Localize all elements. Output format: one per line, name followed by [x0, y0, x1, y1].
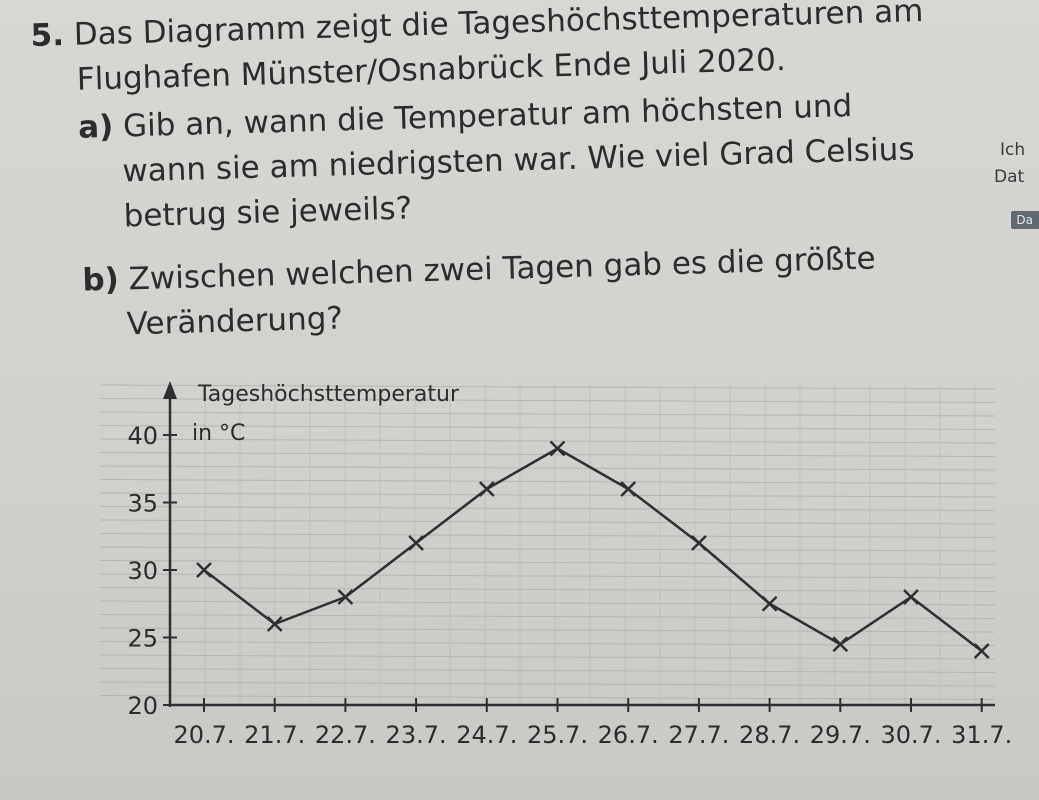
margin-badge: Da [1011, 211, 1039, 229]
grid-line-h [99, 668, 996, 673]
grid-line-h [99, 654, 996, 660]
grid-line-h [99, 641, 996, 646]
y-tick-label: 40 [127, 422, 158, 450]
x-tick-label: 26.7. [598, 721, 659, 749]
y-axis-unit: in °C [192, 421, 245, 446]
marker-stroke [408, 535, 424, 551]
marker-stroke [691, 535, 707, 551]
grid-line-h [99, 411, 996, 417]
marker-stroke [337, 589, 354, 605]
grid-line-h [99, 695, 996, 700]
grid-line-h [99, 600, 996, 606]
grid-line-h [99, 438, 996, 444]
marker-stroke [620, 481, 637, 497]
grid-line-h [99, 560, 996, 565]
marker-stroke [196, 562, 212, 578]
marker-stroke [903, 589, 919, 605]
x-tick-label: 27.7. [668, 721, 729, 749]
chart-axes: 20 25 30 35 40 20.7. 21.7. 22.7. 23.7. 24.7. 25.7.… [127, 381, 1012, 749]
data-point-marker [408, 535, 424, 551]
x-tick-label: 22.7. [315, 721, 376, 749]
x-tick-label: 24.7. [456, 721, 517, 749]
grid-line-h [99, 465, 996, 471]
grid-line-h [99, 519, 996, 525]
grid-line-h [99, 587, 996, 592]
y-tick-label: 30 [127, 557, 158, 585]
data-point-marker [903, 589, 919, 605]
data-point-marker [196, 562, 212, 578]
y-axis-label: Tageshöchsttemperatur [197, 382, 460, 407]
grid-line-h [99, 614, 996, 619]
y-tick-label: 35 [127, 490, 158, 518]
chart-series [196, 440, 990, 659]
marker-stroke [832, 636, 849, 653]
series-line [203, 447, 983, 652]
y-tick-label: 20 [127, 692, 158, 720]
grid-line-h [99, 398, 996, 403]
margin-note-2: Dat [994, 167, 1025, 187]
grid-line-h [99, 425, 996, 430]
data-point-marker [620, 481, 637, 497]
y-axis-arrow [163, 381, 177, 399]
grid-line-h [99, 573, 996, 579]
margin-note-1: Ich [1000, 140, 1026, 160]
chart-grid [99, 384, 996, 705]
data-point-marker [973, 643, 990, 659]
grid-line-h [99, 492, 996, 498]
grid-line-h [99, 627, 996, 633]
x-tick-label: 21.7. [244, 721, 305, 749]
grid-line-h [99, 546, 996, 552]
data-point-marker [337, 589, 354, 605]
x-tick-label: 25.7. [527, 721, 588, 749]
grid-line-h [99, 533, 996, 538]
marker-stroke [266, 616, 283, 632]
marker-stroke [549, 440, 566, 457]
grid-line-h [99, 506, 996, 511]
grid-line-h [99, 384, 996, 390]
x-tick-label: 20.7. [173, 721, 234, 749]
marker-stroke [478, 481, 495, 497]
grid-line-h [99, 681, 996, 687]
marker-stroke [761, 595, 778, 612]
data-point-marker [549, 440, 566, 457]
data-point-marker [832, 636, 849, 653]
data-point-marker [266, 616, 283, 632]
x-tick-label: 23.7. [386, 721, 447, 749]
y-tick-label: 25 [127, 625, 158, 653]
x-tick-label: 30.7. [880, 721, 941, 749]
x-tick-label: 29.7. [810, 721, 871, 749]
data-point-marker [691, 535, 707, 551]
x-tick-label: 28.7. [739, 721, 800, 749]
grid-line-h [99, 479, 996, 484]
data-point-marker [478, 481, 495, 497]
marker-stroke [973, 643, 990, 659]
data-point-marker [761, 595, 778, 612]
x-tick-label: 31.7. [951, 721, 1012, 749]
